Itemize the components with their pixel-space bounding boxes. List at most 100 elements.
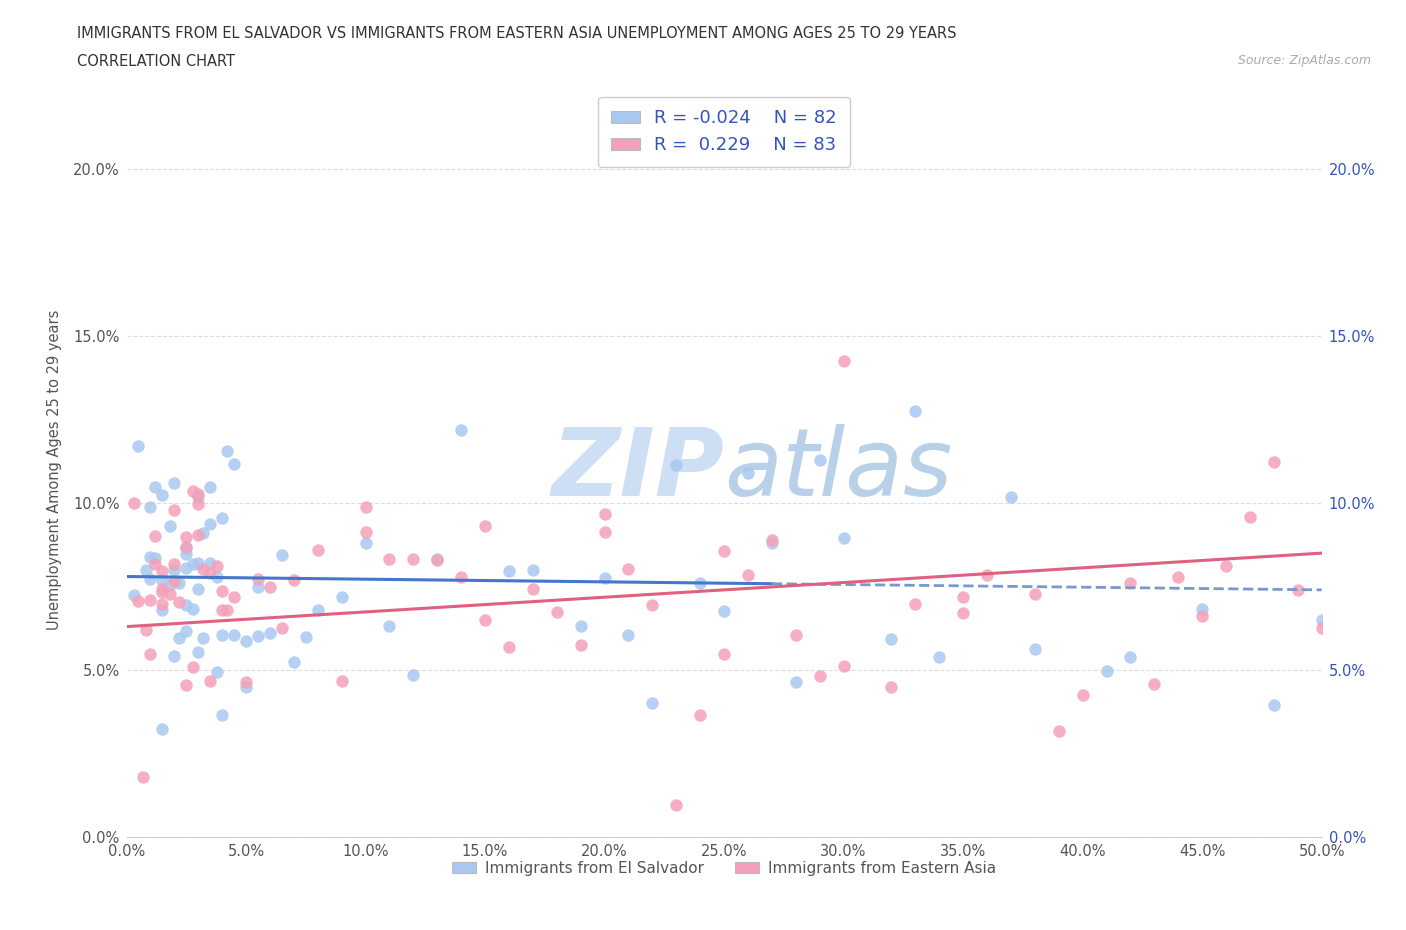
Text: atlas: atlas	[724, 424, 952, 515]
Point	[122, 588, 145, 603]
Text: CORRELATION CHART: CORRELATION CHART	[77, 54, 235, 69]
Point	[761, 535, 783, 550]
Point	[928, 649, 950, 664]
Point	[150, 573, 174, 588]
Point	[167, 595, 190, 610]
Point	[200, 566, 222, 581]
Point	[832, 353, 855, 368]
Point	[187, 555, 209, 570]
Point	[880, 631, 903, 646]
Point	[617, 562, 640, 577]
Point	[207, 559, 229, 574]
Point	[139, 592, 162, 607]
Point	[183, 484, 205, 498]
Point	[150, 582, 174, 597]
Point	[222, 628, 246, 643]
Point	[174, 597, 197, 612]
Point	[270, 547, 294, 562]
Point	[593, 507, 616, 522]
Point	[143, 551, 166, 565]
Point	[247, 628, 270, 643]
Point	[222, 590, 246, 604]
Point	[474, 613, 496, 628]
Point	[1024, 587, 1046, 602]
Point	[641, 598, 664, 613]
Point	[737, 567, 759, 582]
Point	[191, 631, 214, 645]
Point	[211, 603, 233, 618]
Point	[354, 535, 377, 550]
Point	[127, 439, 149, 454]
Point	[163, 563, 186, 578]
Point	[139, 572, 162, 587]
Point	[150, 488, 174, 503]
Point	[450, 423, 472, 438]
Point	[1286, 582, 1309, 597]
Point	[143, 529, 166, 544]
Point	[191, 562, 214, 577]
Point	[150, 597, 174, 612]
Point	[1310, 620, 1333, 635]
Point	[135, 622, 157, 637]
Point	[785, 675, 807, 690]
Point	[641, 696, 664, 711]
Point	[259, 626, 281, 641]
Point	[1263, 454, 1285, 469]
Point	[200, 480, 222, 495]
Point	[174, 530, 197, 545]
Point	[450, 569, 472, 584]
Point	[952, 605, 974, 620]
Point	[665, 458, 688, 472]
Point	[127, 594, 149, 609]
Point	[1310, 613, 1333, 628]
Point	[150, 584, 174, 599]
Point	[235, 674, 257, 689]
Point	[150, 722, 174, 737]
Point	[163, 556, 186, 571]
Point	[150, 603, 174, 618]
Point	[832, 658, 855, 673]
Point	[183, 602, 205, 617]
Point	[952, 589, 974, 604]
Point	[122, 495, 145, 510]
Point	[832, 530, 855, 545]
Point	[235, 634, 257, 649]
Point	[163, 574, 186, 589]
Text: ZIP: ZIP	[551, 424, 724, 515]
Point	[159, 587, 181, 602]
Point	[522, 581, 544, 596]
Point	[183, 557, 205, 572]
Point	[270, 620, 294, 635]
Point	[1143, 677, 1166, 692]
Point	[330, 590, 353, 604]
Point	[235, 680, 257, 695]
Point	[378, 551, 401, 566]
Point	[211, 627, 233, 642]
Point	[1215, 558, 1237, 573]
Point	[1191, 602, 1213, 617]
Point	[426, 551, 449, 566]
Point	[713, 646, 735, 661]
Point	[498, 564, 520, 578]
Y-axis label: Unemployment Among Ages 25 to 29 years: Unemployment Among Ages 25 to 29 years	[46, 310, 62, 630]
Point	[200, 555, 222, 570]
Point	[283, 572, 305, 587]
Point	[1119, 576, 1142, 591]
Point	[191, 525, 214, 540]
Point	[159, 518, 181, 533]
Point	[187, 486, 209, 501]
Point	[143, 556, 166, 571]
Point	[163, 648, 186, 663]
Point	[402, 552, 425, 567]
Point	[174, 540, 197, 555]
Point	[307, 603, 329, 618]
Point	[1024, 642, 1046, 657]
Point	[904, 403, 927, 418]
Point	[713, 604, 735, 618]
Point	[150, 564, 174, 578]
Point	[139, 646, 162, 661]
Point	[183, 660, 205, 675]
Point	[247, 579, 270, 594]
Point	[689, 707, 711, 722]
Point	[247, 572, 270, 587]
